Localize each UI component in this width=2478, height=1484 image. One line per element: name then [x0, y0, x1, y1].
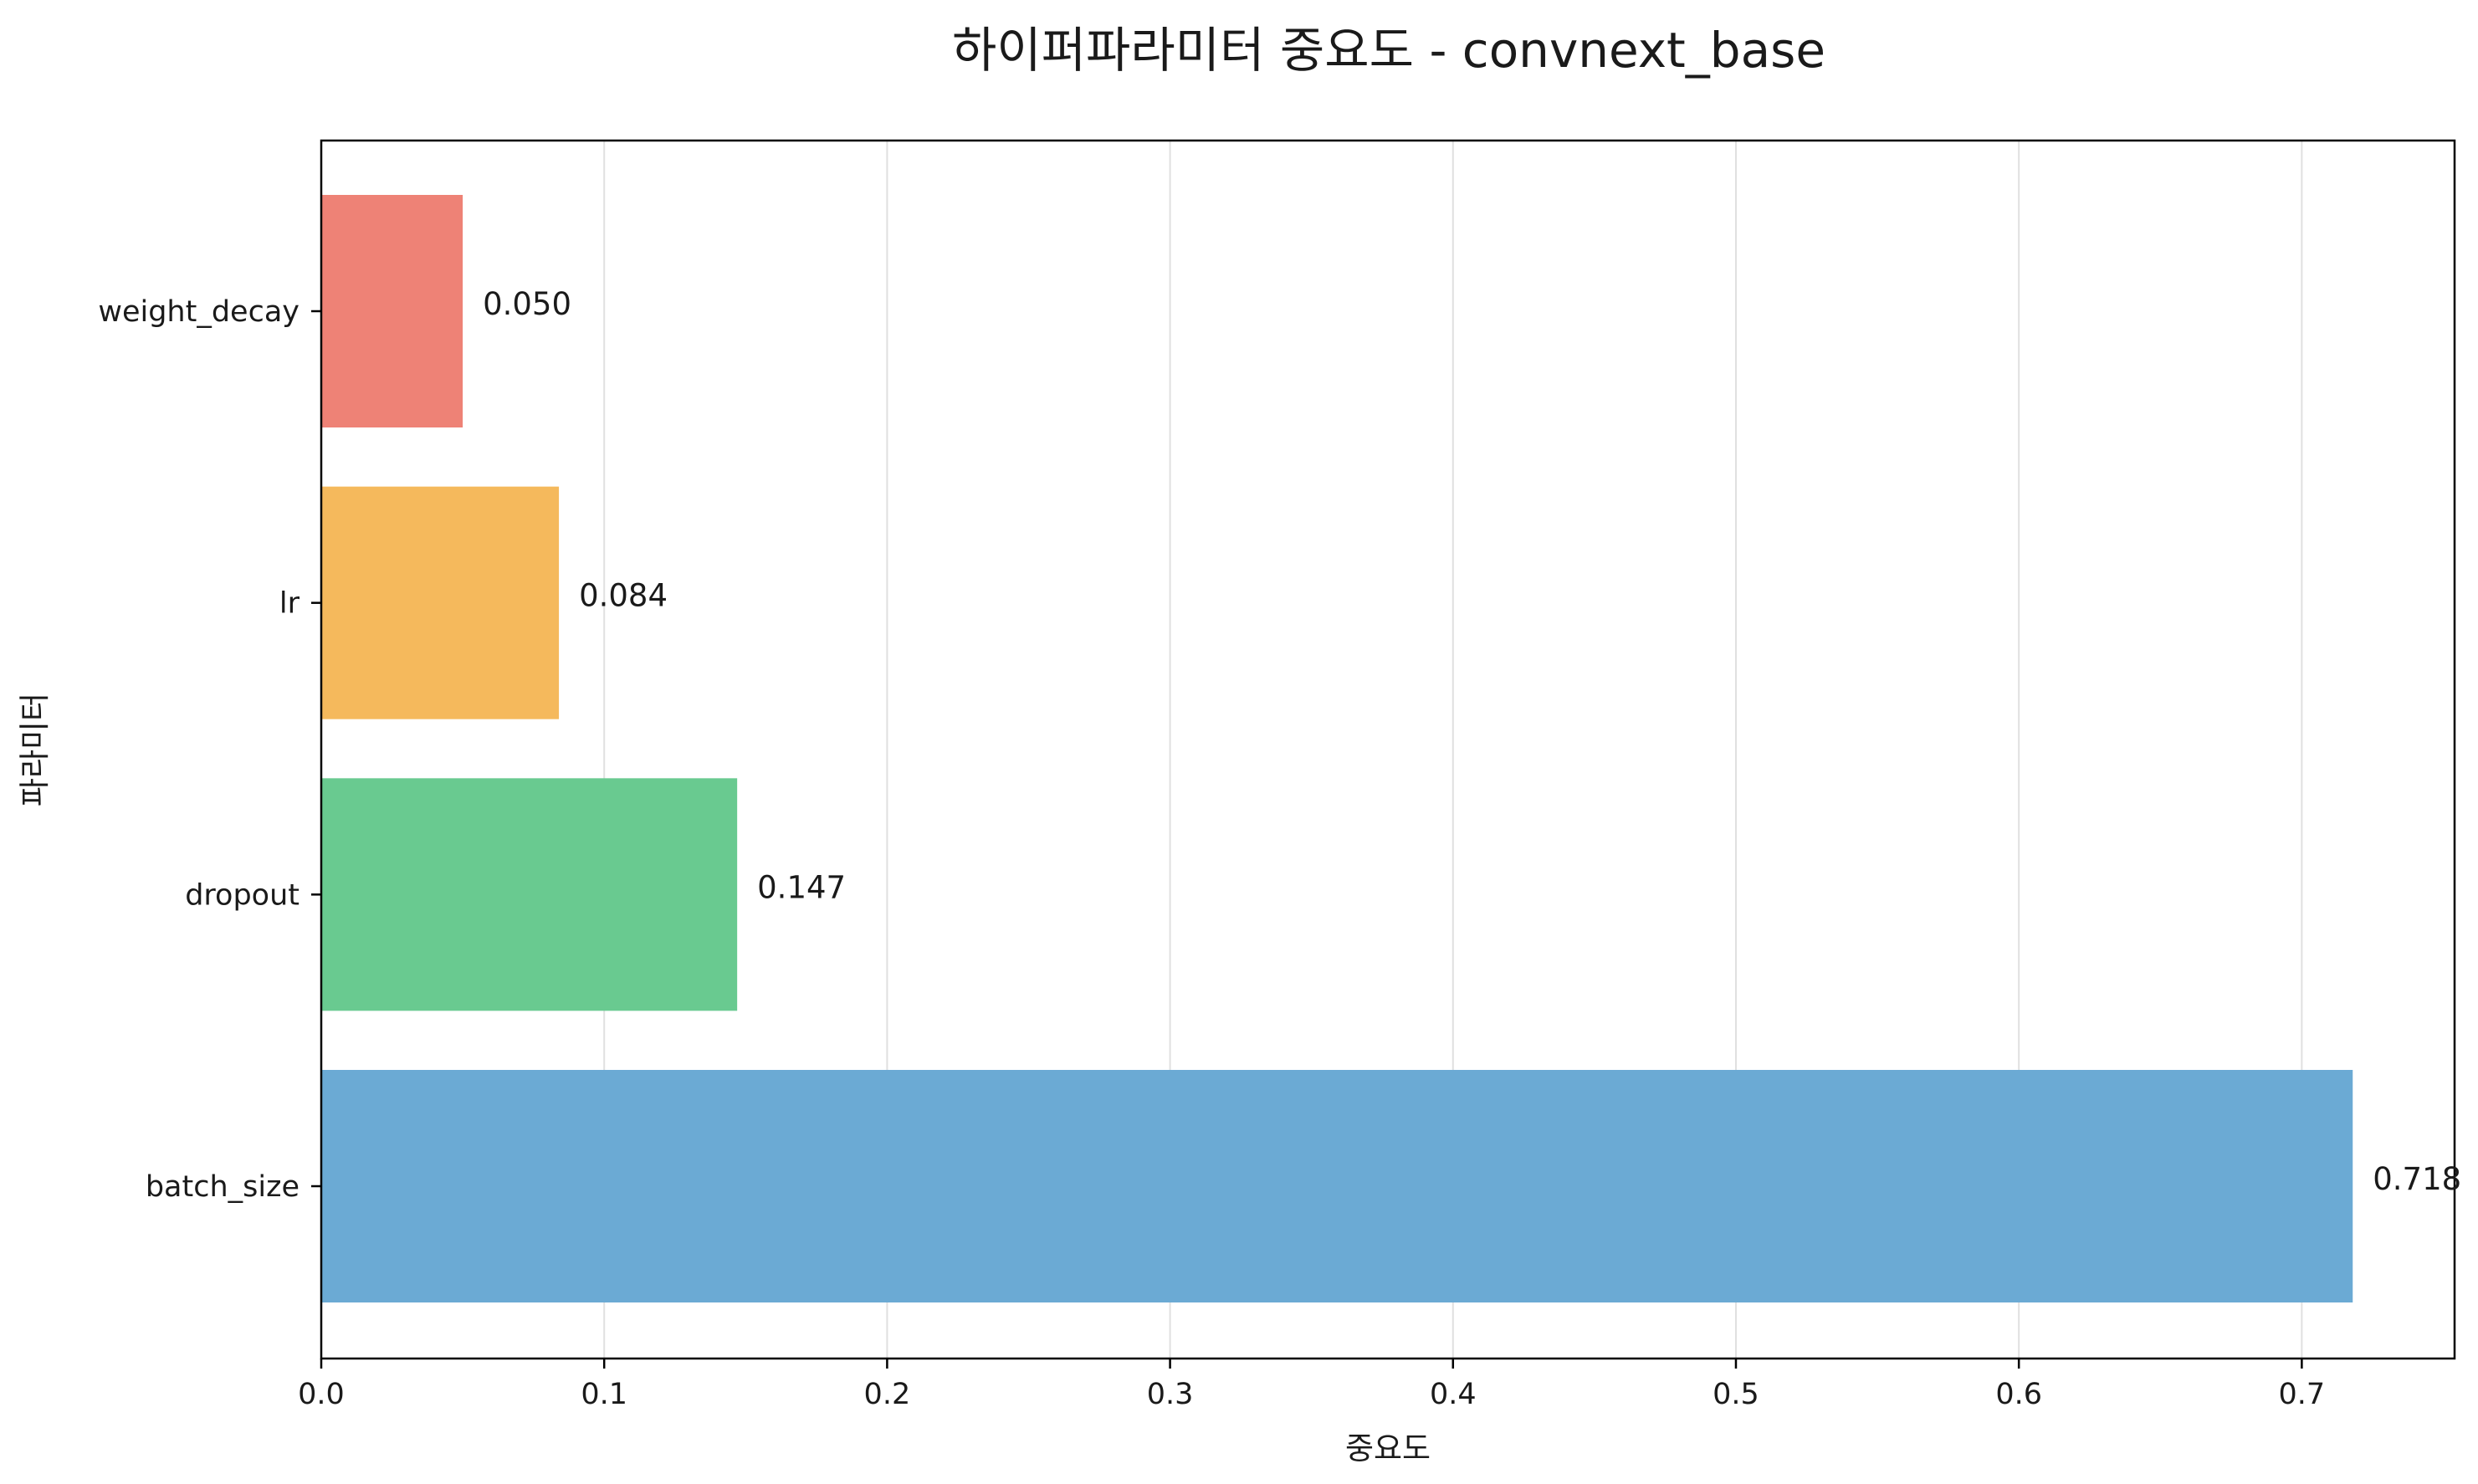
bar-batch-size [321, 1070, 2353, 1302]
value-label: 0.050 [483, 286, 571, 322]
x-tick-label: 0.1 [581, 1378, 627, 1411]
x-axis-ticks: 0.0 0.1 0.2 0.3 0.4 0.5 0.6 0.7 [298, 1359, 2325, 1411]
chart-title: 하이퍼파라미터 중요도 - convnext_base [952, 22, 1825, 79]
value-label: 0.147 [757, 869, 846, 905]
bars [321, 195, 2353, 1302]
x-tick-label: 0.0 [298, 1378, 345, 1411]
bar-weight-decay [321, 195, 463, 427]
x-tick-label: 0.4 [1430, 1378, 1477, 1411]
value-label: 0.084 [579, 578, 668, 614]
x-tick-label: 0.5 [1713, 1378, 1759, 1411]
x-tick-label: 0.6 [1995, 1378, 2042, 1411]
x-tick-label: 0.2 [864, 1378, 911, 1411]
y-tick-label: weight_decay [98, 295, 300, 329]
x-axis-label: 중요도 [1345, 1430, 1431, 1466]
bar-lr [321, 486, 560, 719]
y-tick-label: batch_size [146, 1170, 300, 1204]
y-tick-label: dropout [185, 878, 300, 912]
value-labels: 0.718 0.147 0.084 0.050 [483, 286, 2461, 1197]
y-axis-label: 파라미터 [17, 693, 53, 806]
y-tick-label: lr [279, 587, 300, 621]
x-tick-label: 0.7 [2279, 1378, 2326, 1411]
y-axis-ticks: batch_size dropout lr weight_decay [98, 295, 321, 1204]
bar-dropout [321, 778, 738, 1011]
x-tick-label: 0.3 [1147, 1378, 1194, 1411]
value-label: 0.718 [2373, 1161, 2461, 1197]
plot-frame [320, 139, 2456, 1360]
